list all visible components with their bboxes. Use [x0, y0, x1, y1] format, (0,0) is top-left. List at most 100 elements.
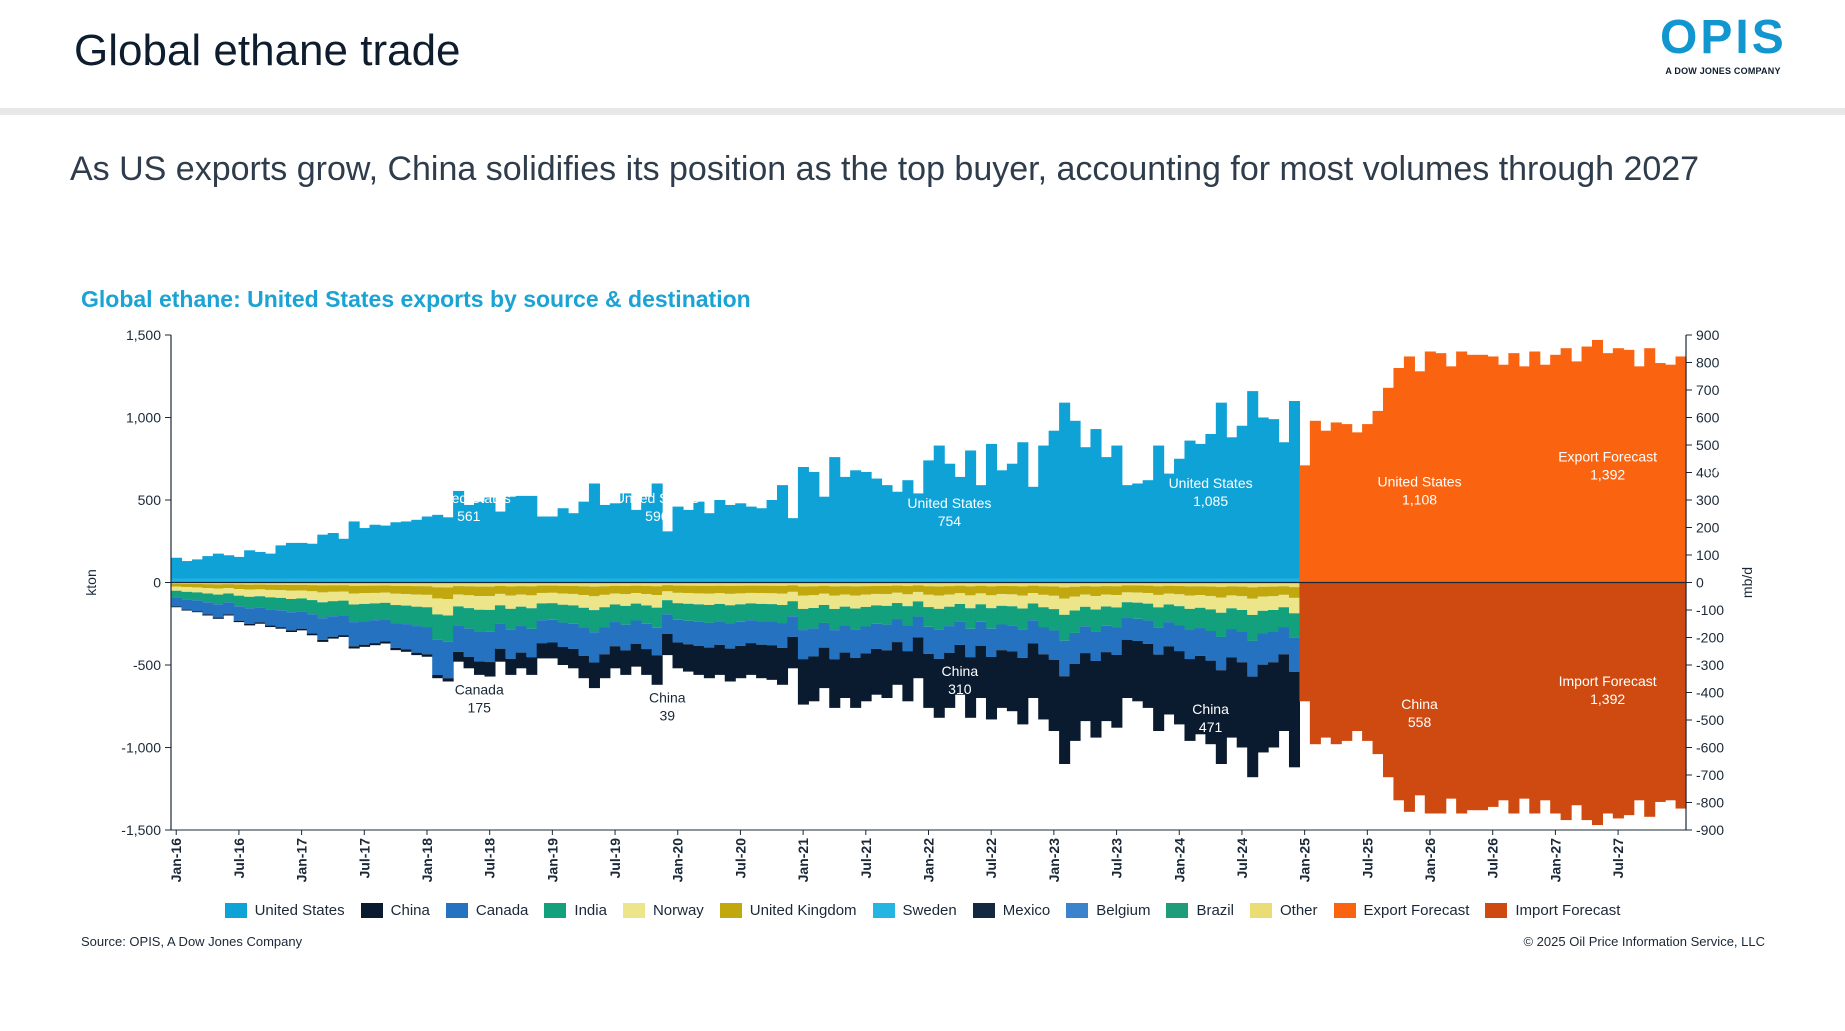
import-bar-canada — [609, 622, 621, 647]
export-bar — [818, 496, 830, 583]
import-bar-other — [1090, 582, 1102, 587]
export-bar-sweden-segment — [620, 578, 632, 583]
import-bar-other — [756, 582, 768, 586]
export-bar — [191, 559, 203, 583]
export-forecast-bar — [1571, 361, 1583, 583]
export-bar — [306, 543, 318, 583]
import-bar-china — [453, 651, 465, 662]
import-bar-norway — [212, 588, 224, 595]
import-bar-india — [839, 606, 851, 626]
import-bar-india — [379, 602, 392, 620]
export-bar — [327, 533, 339, 583]
import-bar-china — [536, 643, 548, 659]
export-bar — [1069, 420, 1081, 583]
import-bar-india — [421, 607, 433, 628]
import-bar-canada — [578, 627, 590, 656]
import-bar-canada — [223, 602, 235, 615]
export-bar-sweden-segment — [651, 578, 663, 583]
export-forecast-bar — [1320, 430, 1332, 583]
right-tick-label: -200 — [1696, 630, 1724, 646]
import-bar-canada — [181, 599, 193, 610]
import-bar-india — [620, 605, 632, 625]
export-bar-sweden-segment — [912, 578, 924, 583]
export-bar — [275, 545, 287, 583]
import-forecast-bar — [1414, 582, 1426, 796]
import-bar-china — [202, 614, 214, 616]
import-bar-india — [526, 608, 538, 629]
import-bar-china — [954, 644, 966, 695]
import-bar-china — [1163, 646, 1175, 715]
annotation-label: Import Forecast — [1726, 676, 1824, 692]
import-bar-norway — [484, 596, 496, 610]
x-tick-label: Jul-25 — [1359, 838, 1375, 879]
export-bar-sweden-segment — [474, 578, 486, 583]
chart-legend: United States China Canada India Norway Unite… — [0, 902, 1845, 919]
import-bar-other — [641, 582, 653, 586]
import-bar-other — [1027, 582, 1039, 586]
legend-item: Mexico — [972, 902, 1050, 919]
left-tick-label: -1,000 — [121, 740, 161, 756]
import-forecast-bar — [1644, 582, 1656, 817]
export-bar — [641, 496, 653, 583]
annotation-value: 596 — [645, 508, 669, 524]
import-bar-china — [1174, 651, 1186, 725]
import-bar-norway — [1257, 596, 1269, 611]
import-bar-canada — [453, 625, 465, 652]
import-bar-other — [442, 582, 454, 588]
import-bar-united-kingdom — [442, 587, 454, 599]
import-bar-canada — [494, 623, 506, 649]
import-bar-norway — [1247, 598, 1259, 615]
export-bar — [912, 493, 924, 583]
import-bar-norway — [871, 593, 883, 606]
import-bar-norway — [672, 592, 684, 604]
import-bar-other — [1100, 582, 1112, 587]
import-bar-canada — [975, 621, 987, 646]
import-bar-china — [923, 653, 935, 708]
import-bar-other — [1111, 582, 1123, 587]
import-bar-india — [1017, 608, 1029, 630]
export-bar-sweden-segment — [641, 578, 653, 583]
import-forecast-bar — [1581, 582, 1593, 821]
import-bar-canada — [630, 620, 642, 644]
export-bar — [1257, 417, 1269, 583]
legend-label: Other — [1279, 902, 1318, 919]
import-bar-canada — [1226, 629, 1238, 658]
import-bar-other — [1247, 582, 1259, 588]
import-bar-united-kingdom — [1069, 586, 1081, 597]
import-bar-norway — [1236, 596, 1248, 610]
import-bar-united-kingdom — [547, 585, 559, 593]
import-bar-norway — [996, 594, 1008, 606]
import-bar-other — [181, 582, 193, 584]
import-bar-canada — [411, 626, 423, 653]
export-bar — [254, 551, 266, 583]
import-bar-canada — [1017, 629, 1029, 658]
import-bar-china — [588, 662, 600, 689]
annotation-value: 1,085 — [1193, 493, 1228, 509]
export-bar-sweden-segment — [745, 578, 757, 583]
import-bar-india — [1163, 604, 1175, 623]
export-forecast-bar — [1477, 354, 1489, 583]
import-bar-canada — [474, 631, 486, 662]
import-bar-other — [400, 582, 412, 586]
import-bar-canada — [944, 626, 956, 653]
export-bar — [1059, 402, 1071, 583]
import-bar-india — [630, 603, 642, 621]
x-tick-label: Jan-20 — [670, 838, 686, 883]
import-bar-china — [181, 609, 193, 611]
import-bar-norway — [787, 591, 799, 602]
right-tick-label: 0 — [1696, 575, 1704, 591]
import-bar-canada — [359, 621, 371, 645]
import-bar-other — [839, 582, 851, 587]
import-bar-india — [682, 603, 695, 621]
import-bar-india — [505, 608, 517, 630]
annotation-label: United States — [1378, 473, 1462, 489]
import-bar-norway — [1100, 594, 1112, 607]
import-bar-china — [1257, 664, 1269, 753]
import-bar-china — [254, 622, 266, 624]
x-tick-label: Jan-23 — [1046, 838, 1062, 883]
import-bar-canada — [1288, 637, 1301, 672]
import-bar-canada — [871, 623, 883, 649]
export-bar — [1017, 442, 1029, 583]
import-bar-united-kingdom — [1090, 586, 1102, 597]
import-bar-norway — [1048, 595, 1060, 610]
